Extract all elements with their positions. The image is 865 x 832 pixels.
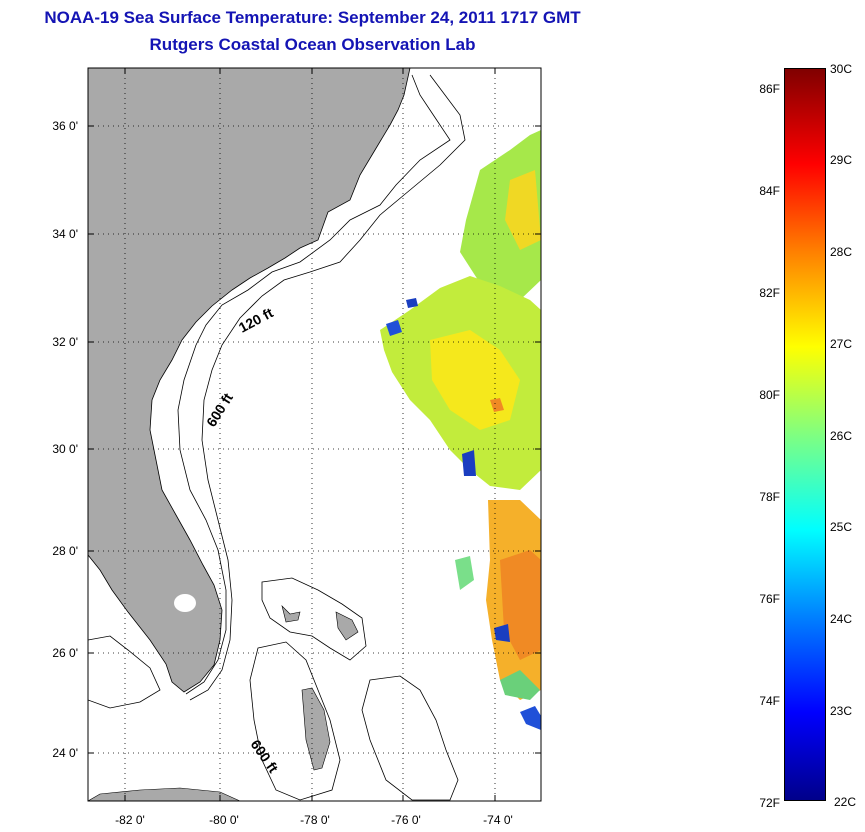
colorbar-label-f: 84F (759, 184, 780, 198)
lon-label: -80 0' (209, 813, 239, 827)
colorbar-label-f: 86F (759, 82, 780, 96)
colorbar-label-f: 74F (759, 694, 780, 708)
colorbar-label-c: 30C (830, 62, 853, 76)
colorbar-label-f: 80F (759, 388, 780, 402)
colorbar-celsius-scale: 30C 29C 28C 27C 26C 25C 24C 23C 22C (830, 0, 865, 832)
colorbar-label-c: 25C (830, 520, 853, 534)
bahamas-island (301, 687, 331, 771)
contour-120ft (177, 74, 451, 695)
colorbar-label-c: 26C (830, 429, 853, 443)
contour-bahamas-north (261, 577, 367, 661)
land-mass-us (88, 68, 411, 693)
lat-label: 26 0' (52, 646, 78, 660)
colorbar-label-c: 27C (830, 337, 853, 351)
lat-label: 24 0' (52, 746, 78, 760)
colorbar-fahrenheit-scale: 86F 84F 82F 80F 78F 76F 74F 72F (735, 0, 780, 832)
lat-label: 32 0' (52, 335, 78, 349)
colorbar-label-c: 29C (830, 153, 853, 167)
lon-label: -74 0' (483, 813, 513, 827)
graticule (88, 68, 541, 801)
colorbar-label-c: 24C (830, 612, 853, 626)
map-subtitle: Rutgers Coastal Ocean Observation Lab (149, 35, 476, 54)
colorbar-label-c: 28C (830, 245, 853, 259)
colorbar-label-c: 23C (830, 704, 853, 718)
lon-label: -78 0' (300, 813, 330, 827)
bahamas-island (281, 605, 301, 623)
lon-label: -76 0' (391, 813, 421, 827)
cuba-coast (88, 787, 241, 801)
contour-bahamas-east (361, 675, 459, 801)
lake-okeechobee (174, 594, 196, 612)
lat-label: 34 0' (52, 227, 78, 241)
contour-bahamas-andros (249, 641, 341, 801)
lat-label: 36 0' (52, 119, 78, 133)
tick-marks (88, 68, 541, 801)
map-frame (87, 67, 542, 802)
lat-label: 30 0' (52, 442, 78, 456)
colorbar-label-f: 76F (759, 592, 780, 606)
colorbar-label-f: 82F (759, 286, 780, 300)
temperature-colorbar (784, 68, 826, 801)
contour-florida-keys (88, 635, 161, 709)
sst-data (380, 130, 541, 730)
contour-600ft (189, 74, 466, 701)
colorbar-label-f: 78F (759, 490, 780, 504)
colorbar-label-f: 72F (759, 796, 780, 810)
colorbar-label-c: 22C (834, 795, 857, 809)
lat-label: 28 0' (52, 544, 78, 558)
lon-label: -82 0' (115, 813, 145, 827)
map-title: NOAA-19 Sea Surface Temperature: Septemb… (44, 8, 581, 27)
bahamas-island (335, 611, 359, 641)
